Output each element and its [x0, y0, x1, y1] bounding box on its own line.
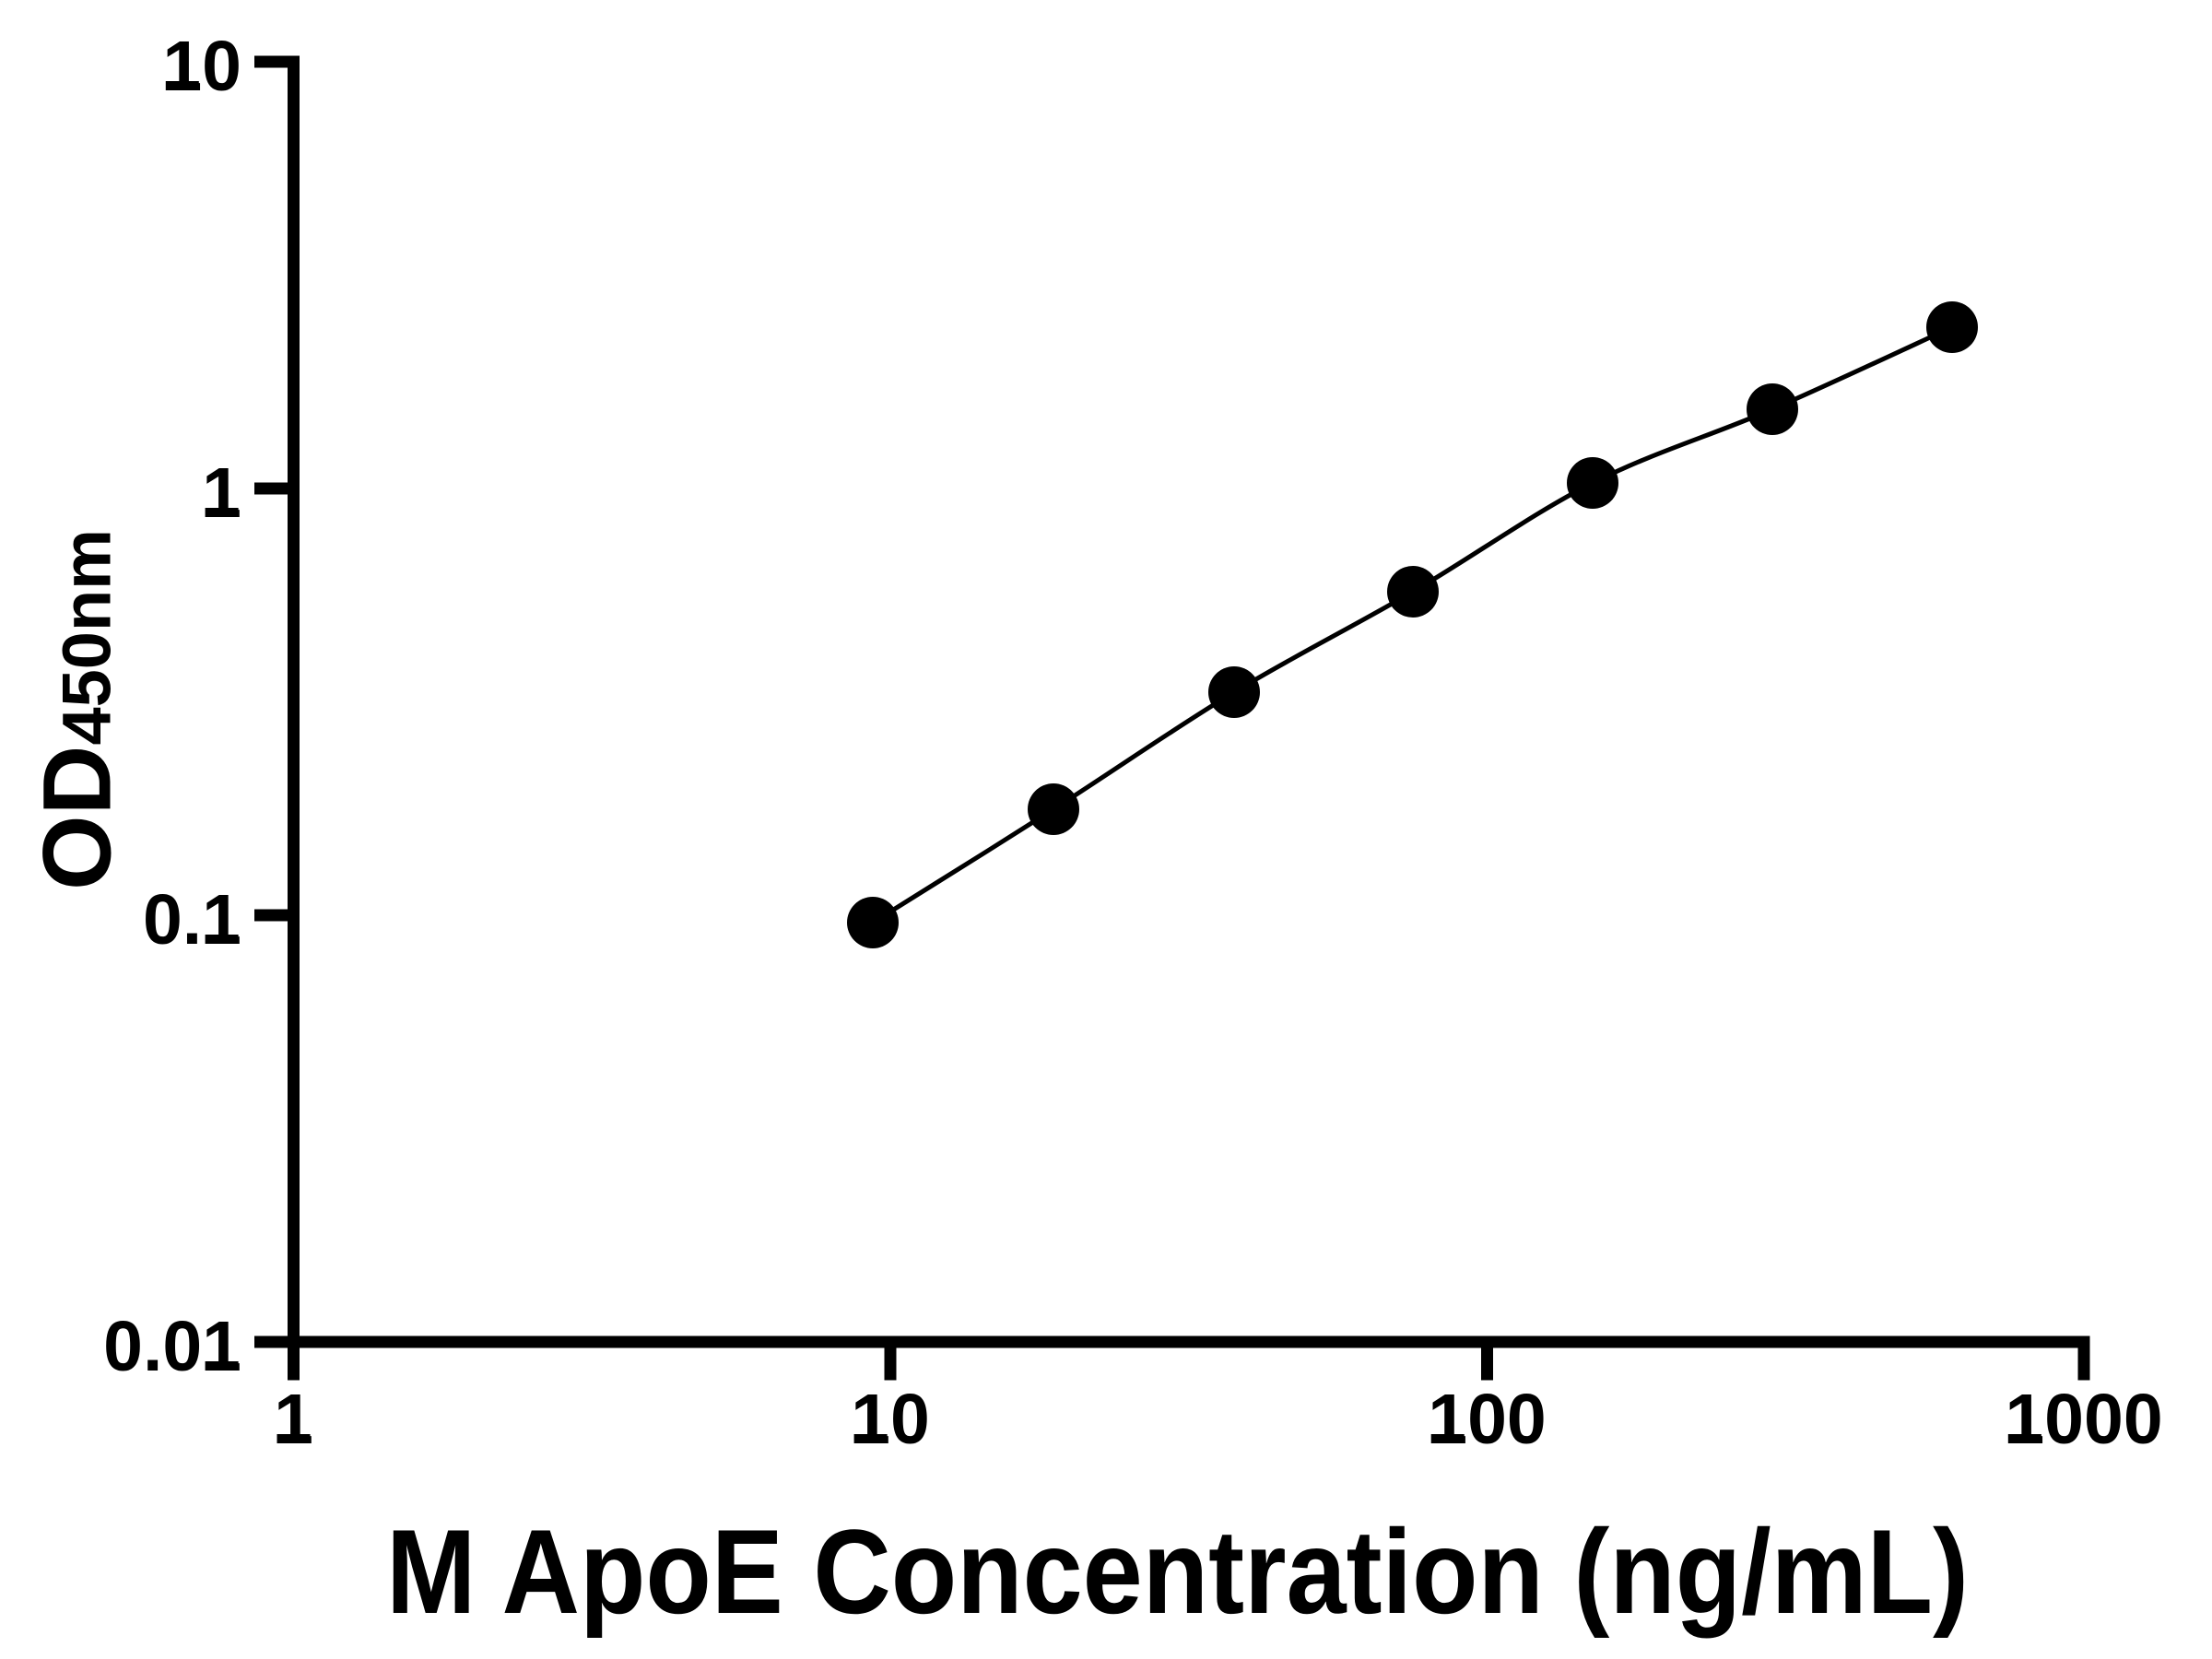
- svg-text:1000: 1000: [2005, 1380, 2162, 1459]
- svg-text:10: 10: [851, 1380, 930, 1459]
- svg-text:10: 10: [162, 27, 241, 106]
- svg-text:0.1: 0.1: [143, 880, 241, 959]
- svg-text:M ApoE Concentration (ng/mL): M ApoE Concentration (ng/mL): [386, 1504, 1969, 1639]
- svg-text:1: 1: [274, 1380, 313, 1459]
- svg-text:0.01: 0.01: [103, 1307, 241, 1386]
- svg-text:1: 1: [202, 453, 241, 533]
- svg-text:100: 100: [1428, 1380, 1546, 1459]
